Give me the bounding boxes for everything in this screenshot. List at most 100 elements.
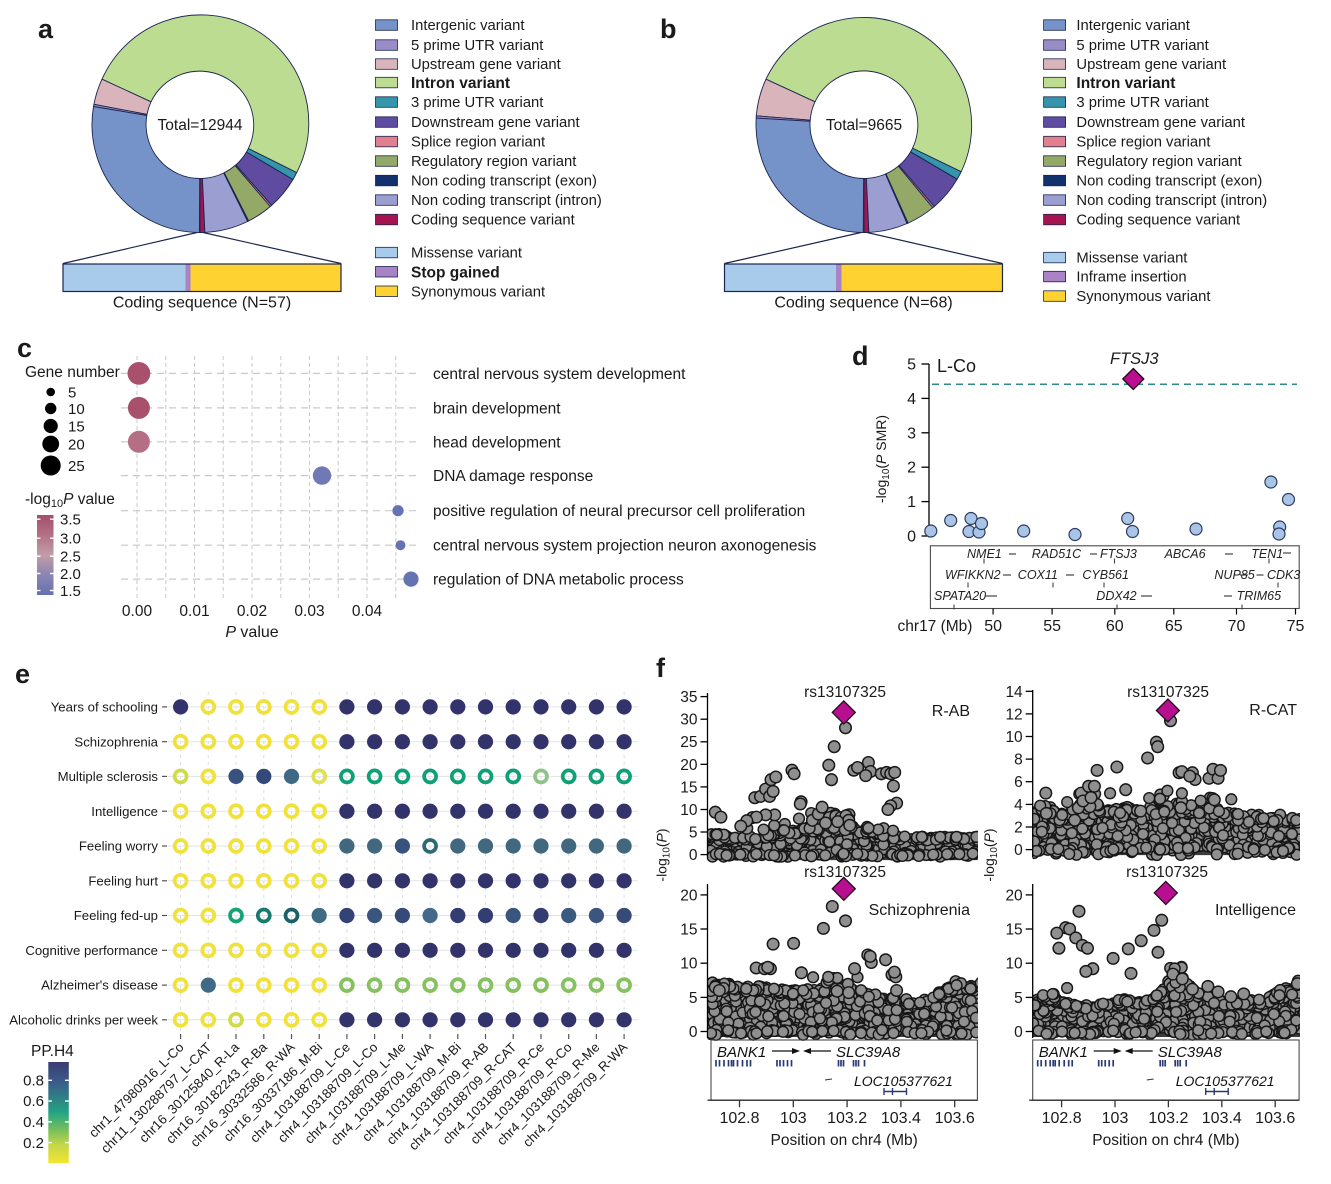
svg-text:0: 0 [689, 847, 698, 864]
svg-text:Cognitive performance: Cognitive performance [25, 943, 158, 958]
svg-text:positive regulation of neural: positive regulation of neural precursor … [433, 503, 805, 520]
svg-text:DDX42: DDX42 [1096, 589, 1136, 603]
svg-text:60: 60 [1106, 618, 1124, 635]
svg-text:14: 14 [1005, 684, 1023, 701]
svg-text:Downstream gene variant: Downstream gene variant [411, 115, 580, 131]
svg-text:5: 5 [689, 825, 698, 842]
svg-text:Feeling hurt: Feeling hurt [88, 873, 158, 888]
svg-text:d: d [852, 341, 869, 371]
svg-text:Missense variant: Missense variant [411, 246, 522, 262]
svg-text:25: 25 [68, 458, 85, 475]
svg-text:Intron variant: Intron variant [1076, 75, 1175, 92]
svg-text:Alcoholic drinks per week: Alcoholic drinks per week [9, 1012, 158, 1027]
svg-text:20: 20 [68, 436, 85, 453]
svg-text:10: 10 [1005, 729, 1023, 746]
svg-text:6: 6 [1014, 774, 1023, 791]
svg-text:Multiple sclerosis: Multiple sclerosis [58, 769, 159, 784]
svg-text:f: f [656, 653, 666, 683]
svg-text:CYB561: CYB561 [1082, 568, 1129, 582]
svg-text:3 prime UTR variant: 3 prime UTR variant [1076, 95, 1208, 111]
svg-text:RAD51C: RAD51C [1032, 547, 1082, 561]
svg-text:Coding sequence (N=68): Coding sequence (N=68) [774, 295, 952, 312]
svg-text:Intergenic variant: Intergenic variant [1076, 18, 1190, 34]
svg-text:-log10P value: -log10P value [25, 491, 115, 510]
svg-text:15: 15 [68, 418, 85, 435]
svg-text:8: 8 [1014, 752, 1023, 769]
svg-text:Alzheimer's disease: Alzheimer's disease [41, 978, 158, 993]
svg-text:0.03: 0.03 [294, 603, 324, 620]
svg-text:CDK3: CDK3 [1267, 568, 1300, 582]
svg-text:0.00: 0.00 [122, 603, 153, 620]
svg-text:DNA damage response: DNA damage response [433, 468, 593, 485]
svg-text:c: c [17, 333, 32, 363]
svg-text:75: 75 [1287, 618, 1305, 635]
svg-text:3.5: 3.5 [60, 512, 81, 529]
svg-text:Intelligence: Intelligence [91, 804, 158, 819]
svg-text:70: 70 [1228, 618, 1246, 635]
svg-text:L-Co: L-Co [937, 356, 976, 376]
svg-text:15: 15 [680, 779, 697, 796]
svg-text:0: 0 [689, 1024, 698, 1041]
svg-text:10: 10 [680, 802, 698, 819]
svg-text:Splice region variant: Splice region variant [1076, 135, 1210, 151]
svg-text:Schizophrenia: Schizophrenia [74, 734, 158, 749]
svg-text:50: 50 [984, 618, 1002, 635]
svg-text:4: 4 [1014, 797, 1023, 814]
svg-text:-log10(P SMR): -log10(P SMR) [873, 415, 892, 503]
svg-text:Splice region variant: Splice region variant [411, 135, 545, 151]
svg-text:4: 4 [907, 391, 916, 408]
svg-text:25: 25 [680, 734, 697, 751]
svg-text:0: 0 [907, 529, 916, 546]
svg-text:WFIKKN2: WFIKKN2 [945, 568, 1001, 582]
svg-text:5 prime UTR variant: 5 prime UTR variant [1076, 38, 1208, 54]
svg-text:5: 5 [68, 384, 76, 401]
svg-text:1.5: 1.5 [60, 583, 81, 600]
svg-text:NUP85: NUP85 [1214, 568, 1254, 582]
svg-text:regulation of DNA metabolic pr: regulation of DNA metabolic process [433, 572, 684, 589]
svg-text:chr17 (Mb): chr17 (Mb) [898, 618, 973, 635]
svg-text:0.02: 0.02 [237, 603, 267, 620]
svg-text:Upstream gene variant: Upstream gene variant [411, 57, 561, 73]
svg-text:Feeling fed-up: Feeling fed-up [74, 908, 158, 923]
svg-text:0.4: 0.4 [23, 1114, 44, 1131]
svg-text:1: 1 [907, 494, 916, 511]
svg-text:SPATA20: SPATA20 [934, 589, 986, 603]
svg-text:30: 30 [680, 712, 698, 729]
svg-text:Total=9665: Total=9665 [826, 117, 902, 134]
svg-text:Non coding transcript (exon): Non coding transcript (exon) [1076, 174, 1262, 190]
svg-text:Gene number: Gene number [25, 364, 120, 381]
svg-text:Stop gained: Stop gained [411, 264, 500, 281]
svg-text:Synonymous variant: Synonymous variant [411, 284, 545, 300]
svg-text:10: 10 [680, 956, 698, 973]
svg-text:10: 10 [68, 401, 85, 418]
svg-text:TEN1: TEN1 [1251, 547, 1283, 561]
svg-text:b: b [660, 14, 677, 44]
svg-text:brain development: brain development [433, 400, 561, 417]
svg-text:5 prime UTR variant: 5 prime UTR variant [411, 38, 543, 54]
svg-text:Non coding transcript (intron): Non coding transcript (intron) [411, 193, 602, 209]
svg-text:Downstream gene variant: Downstream gene variant [1076, 115, 1245, 131]
svg-text:Coding sequence (N=57): Coding sequence (N=57) [113, 295, 291, 312]
svg-text:0.6: 0.6 [23, 1093, 44, 1110]
svg-text:65: 65 [1165, 618, 1183, 635]
svg-text:15: 15 [680, 922, 697, 939]
svg-text:3.0: 3.0 [60, 531, 81, 548]
svg-text:0.01: 0.01 [179, 603, 209, 620]
svg-text:Non coding transcript (exon): Non coding transcript (exon) [411, 174, 597, 190]
svg-text:0.8: 0.8 [23, 1073, 44, 1090]
svg-text:2.0: 2.0 [60, 566, 81, 583]
svg-text:Synonymous variant: Synonymous variant [1076, 289, 1210, 305]
svg-text:COX11: COX11 [1018, 568, 1058, 582]
svg-text:Years of schooling: Years of schooling [51, 700, 158, 715]
svg-text:20: 20 [680, 887, 698, 904]
svg-text:12: 12 [1005, 706, 1022, 723]
svg-text:a: a [38, 14, 54, 44]
svg-text:3: 3 [907, 425, 916, 442]
svg-text:head development: head development [433, 434, 561, 451]
svg-text:2: 2 [1014, 820, 1023, 837]
svg-text:0: 0 [1014, 842, 1023, 859]
svg-text:0.04: 0.04 [352, 603, 383, 620]
svg-text:central nervous system develop: central nervous system development [433, 366, 686, 383]
svg-text:2.5: 2.5 [60, 549, 81, 566]
svg-text:FTSJ3: FTSJ3 [1110, 350, 1159, 368]
